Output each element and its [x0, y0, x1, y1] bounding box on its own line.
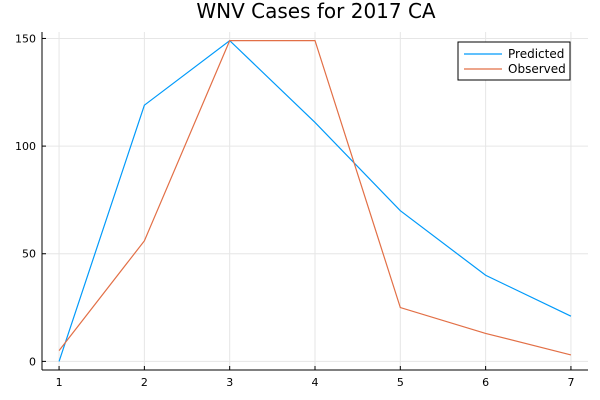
x-tick-label: 5 — [397, 376, 404, 389]
legend-label-observed: Observed — [508, 62, 566, 76]
axes: 1 2 3 4 5 6 7 0 50 100 150 — [15, 32, 588, 389]
chart-title: WNV Cases for 2017 CA — [196, 0, 436, 23]
series-line-predicted — [58, 39, 572, 362]
x-tick-label: 2 — [141, 376, 148, 389]
grid — [42, 32, 588, 370]
legend-label-predicted: Predicted — [508, 47, 564, 61]
y-tick-label: 100 — [15, 140, 36, 153]
y-tick-label: 150 — [15, 32, 36, 45]
series-lines — [58, 39, 572, 362]
y-tick-label: 0 — [29, 355, 36, 368]
x-tick-label: 1 — [56, 376, 63, 389]
y-tick-label: 50 — [22, 248, 36, 261]
x-tick-label: 4 — [312, 376, 319, 389]
x-tick-label: 3 — [226, 376, 233, 389]
x-tick-label: 6 — [482, 376, 489, 389]
legend: Predicted Observed — [457, 41, 571, 81]
x-tick-label: 7 — [567, 376, 574, 389]
legend-box — [457, 41, 571, 81]
series-line-observed — [58, 40, 572, 356]
